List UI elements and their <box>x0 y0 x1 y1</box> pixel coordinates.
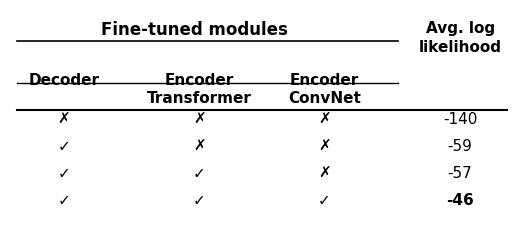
Text: ✗: ✗ <box>318 138 331 153</box>
Text: Encoder
Transformer: Encoder Transformer <box>147 72 252 106</box>
Text: ✗: ✗ <box>58 112 70 127</box>
Text: ✓: ✓ <box>58 138 70 153</box>
Text: ✗: ✗ <box>193 138 206 153</box>
Text: -140: -140 <box>443 112 477 127</box>
Text: Fine-tuned modules: Fine-tuned modules <box>101 21 288 39</box>
Text: Avg. log
likelihood: Avg. log likelihood <box>419 21 501 55</box>
Text: ✗: ✗ <box>193 112 206 127</box>
Text: Decoder: Decoder <box>28 72 100 88</box>
Text: ✓: ✓ <box>58 192 70 207</box>
Text: -57: -57 <box>447 165 473 180</box>
Text: -46: -46 <box>446 192 474 207</box>
Text: ✓: ✓ <box>58 165 70 180</box>
Text: ✓: ✓ <box>318 192 331 207</box>
Text: -59: -59 <box>447 138 473 153</box>
Text: ✓: ✓ <box>193 165 206 180</box>
Text: Encoder
ConvNet: Encoder ConvNet <box>288 72 361 106</box>
Text: ✓: ✓ <box>193 192 206 207</box>
Text: ✗: ✗ <box>318 112 331 127</box>
Text: ✗: ✗ <box>318 165 331 180</box>
